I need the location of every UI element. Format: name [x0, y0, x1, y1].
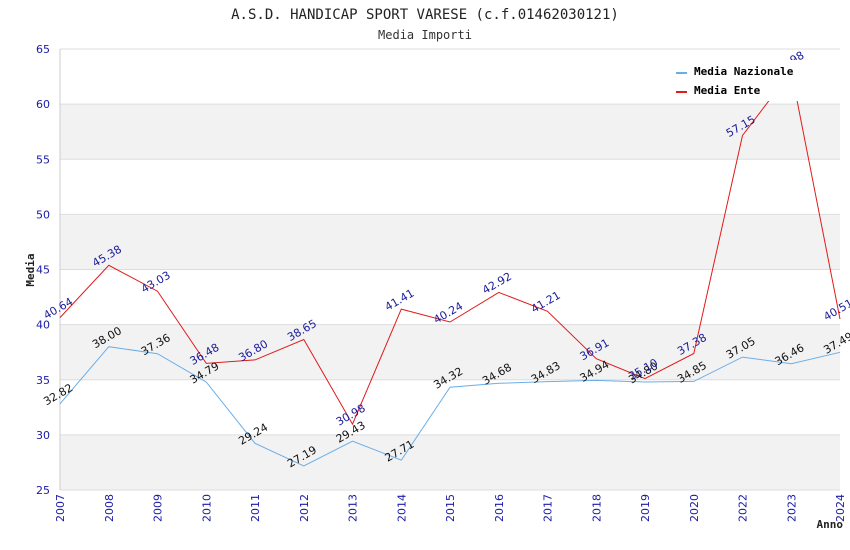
x-axis-label: Anno	[817, 518, 844, 531]
y-tick-label: 65	[36, 43, 50, 56]
grid-lines	[60, 48, 840, 491]
grid-band	[60, 434, 840, 490]
series-lines	[59, 70, 841, 467]
x-tick-label: 2009	[152, 494, 165, 522]
series-line-ente	[59, 70, 841, 426]
x-tick-label: 2014	[395, 494, 408, 522]
grid-band	[60, 269, 840, 325]
y-axis-label: Media	[24, 253, 37, 286]
chart-title: A.S.D. HANDICAP SPORT VARESE (c.f.014620…	[231, 7, 619, 23]
y-tick-label: 35	[36, 374, 50, 387]
y-tick-label: 60	[36, 98, 50, 111]
y-tick-label: 45	[36, 264, 50, 277]
x-tick-label: 2020	[688, 494, 701, 522]
grid-band	[60, 214, 840, 270]
x-tick-label: 2012	[298, 494, 311, 522]
legend-label-nazionale: Media Nazionale	[694, 65, 794, 78]
grid-band	[60, 159, 840, 215]
x-tick-label: 2010	[200, 494, 213, 522]
x-tick-label: 2016	[493, 494, 506, 522]
x-tick-label: 2007	[54, 494, 67, 522]
grid-band	[60, 324, 840, 380]
x-tick-label: 2015	[444, 494, 457, 522]
x-tick-label: 2024	[834, 494, 847, 522]
y-tick-label: 50	[36, 208, 50, 221]
y-tick-label: 40	[36, 319, 50, 332]
y-tick-label: 25	[36, 484, 50, 497]
grid-band	[60, 104, 840, 160]
x-axis-ticks: 2007 2008 2009 2010 2011 2012 2013 2014 2015 2016…	[54, 494, 847, 522]
x-tick-label: 2019	[639, 494, 652, 522]
y-tick-label: 30	[36, 429, 50, 442]
grid-bands	[60, 49, 840, 490]
legend-label-ente: Media Ente	[694, 84, 761, 97]
legend-box	[669, 60, 809, 101]
y-axis-ticks: 25 30 35 40 45 50 55 60 65	[36, 43, 50, 497]
x-tick-label: 2022	[737, 494, 750, 522]
x-tick-label: 2011	[249, 494, 262, 522]
x-tick-label: 2013	[347, 494, 360, 522]
x-tick-label: 2017	[542, 494, 555, 522]
x-tick-label: 2023	[785, 494, 798, 522]
series-line-nazionale	[59, 346, 841, 467]
legend-item-ente: Media Ente	[676, 84, 761, 97]
legend: Media Nazionale Media Ente	[669, 60, 809, 101]
chart-subtitle: Media Importi	[378, 28, 472, 42]
legend-item-nazionale: Media Nazionale	[676, 65, 794, 78]
grid-band	[60, 379, 840, 435]
x-tick-label: 2008	[103, 494, 116, 522]
y-tick-label: 55	[36, 153, 50, 166]
x-tick-label: 2018	[590, 494, 603, 522]
